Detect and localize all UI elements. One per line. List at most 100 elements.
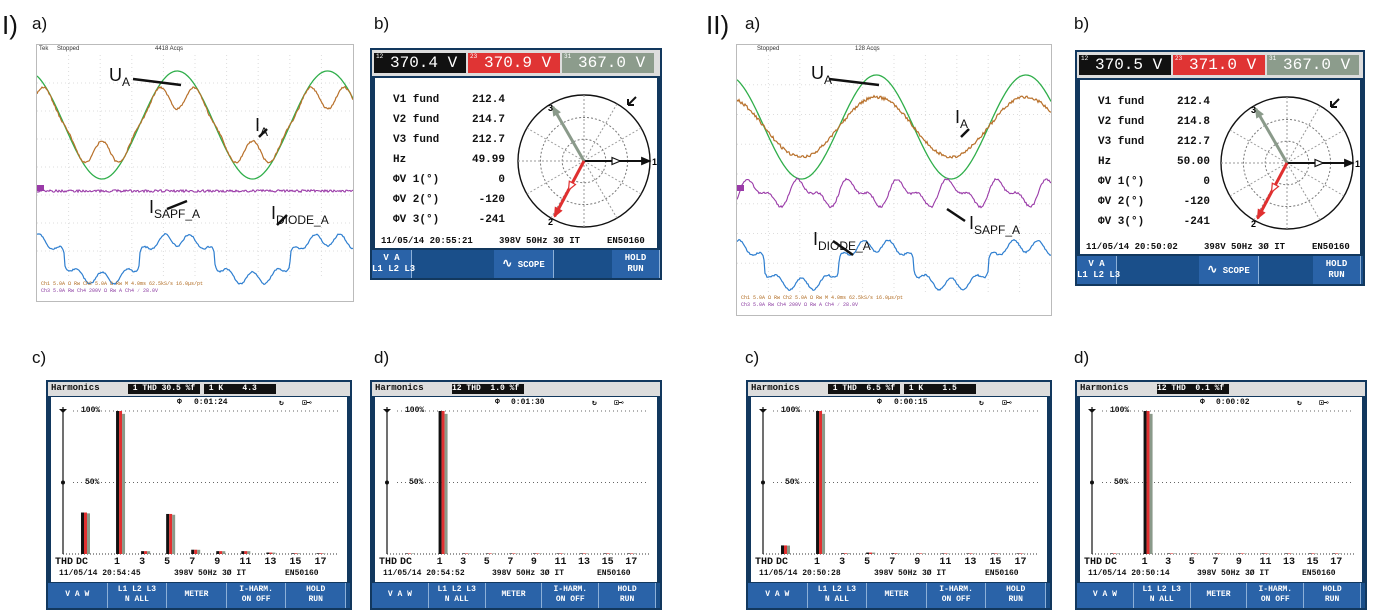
softkey-hold[interactable]: HOLD RUN [986,583,1046,608]
softkey-vaw[interactable]: V A W [372,583,429,608]
harmonic-bar-5-L1 [486,553,489,554]
tick-11: 11 [939,557,951,568]
harmonic-bar-11-L2 [244,551,247,554]
oscilloscope-screen-I: Tek Stopped 4418 Acqs UA IA ISAPF_A IDIO… [36,44,354,302]
harmonic-bar-1-L2 [1147,411,1150,554]
harmonic-bar-5-L1 [1191,553,1194,554]
value-row-value: 50.00 [1172,156,1210,168]
tick-13: 13 [1283,557,1295,568]
softkey-hold[interactable]: HOLD RUN [612,250,660,278]
phasor-i1-head [612,157,620,164]
value-row-value: -120 [1172,196,1210,208]
harmonic-bar-13-L3 [586,553,589,554]
harmonic-bar-11-L2 [559,553,562,554]
softkey-hold[interactable]: HOLD RUN [599,583,656,608]
harmonic-bar-3-L1 [1167,553,1170,554]
softkey-va[interactable]: V A L1 L2 L3 [372,250,412,278]
softkey-iharm[interactable]: I-HARM. ON OFF [1247,583,1304,608]
osc-state: Stopped [57,46,79,52]
softkey-iharm[interactable]: I-HARM. ON OFF [227,583,287,608]
softkey-vaw[interactable]: V A W [1077,583,1134,608]
harmonics-title: Harmonics [375,382,424,394]
phasor-label-3: 3 [1251,105,1256,115]
harmonic-bar-9-L3 [539,553,542,554]
tick-1: 1 [814,557,820,568]
harmonics-config: 398V 50Hz 3Ø IT [492,569,564,578]
percent-100-label: 100% [1110,406,1129,415]
meter-softkeys: V A L1 L2 L3 ∿ SCOPE HOLD RUN [372,250,660,278]
softkey-iharm[interactable]: I-HARM. ON OFF [542,583,599,608]
harmonic-bar-3-L3 [468,553,471,554]
softkey-phase-select[interactable]: L1 L2 L3 N ALL [808,583,868,608]
harmonic-bar-DC-L3 [411,553,414,554]
harmonics-datetime: 11/05/14 20:50:28 [759,569,841,578]
harmonic-bar-13-L2 [269,553,272,554]
harmonic-bar-DC-L3 [1116,553,1119,554]
harmonic-bar-15-L3 [997,553,1000,554]
osc-mode: Tek [39,46,48,52]
phasor-diagram: 1 3 2 [1212,88,1362,238]
softkey-vaw[interactable]: V A W [48,583,108,608]
k-factor-readout: 1 K 4.3 [204,384,276,394]
harmonic-bar-13-L3 [1291,553,1294,554]
harmonics-screen-IId: Harmonics 12 THD 0.1 %f Φ 0:00:02 ↻ ⊡⊸ 100% 50… [1075,380,1367,610]
softkey-vaw[interactable]: V A W [748,583,808,608]
harmonic-bar-9-L1 [1238,553,1241,554]
harmonic-bar-17-L3 [322,553,325,554]
panel-label-IIb: b) [1074,14,1089,34]
harmonic-bar-13-L1 [266,553,269,554]
softkey-meter[interactable]: METER [486,583,543,608]
value-row-value: 214.8 [1172,116,1210,128]
panel-label-Ic: c) [32,348,46,368]
softkey-phase-select[interactable]: L1 L2 L3 N ALL [108,583,168,608]
softkey-phase-select[interactable]: L1 L2 L3 N ALL [1134,583,1191,608]
cursor-marker [59,409,67,413]
softkey-phase-select[interactable]: L1 L2 L3 N ALL [429,583,486,608]
phasor-label-2: 2 [548,217,553,227]
softkey-meter[interactable]: METER [167,583,227,608]
panel-label-IId: d) [1074,348,1089,368]
label-idiode: IDIODE_A [271,203,329,227]
softkey-va[interactable]: V A L1 L2 L3 [1077,256,1117,284]
harmonic-bar-11-L3 [562,553,565,554]
phasor-v3 [1256,109,1287,163]
harmonic-bar-1-L3 [122,414,125,554]
harmonic-bar-13-L2 [969,553,972,554]
osc-acqs: 4418 Acqs [155,46,183,52]
harmonics-plot-area: Φ 0:01:30 ↻ ⊡⊸ 100% 50% THD DC 1 3 5 7 9 11 13 15 17 11/0… [375,397,657,582]
tick-13: 13 [264,557,276,568]
harmonic-bar-13-L2 [583,553,586,554]
thd-readout: 1 THD 30.5 %f [128,384,200,394]
harmonic-bar-7-L1 [1214,553,1217,554]
phasor-v1-head [1345,159,1353,166]
label-ia: IA [255,115,268,139]
softkey-iharm[interactable]: I-HARM. ON OFF [927,583,987,608]
softkey-scope[interactable]: ∿ SCOPE [1199,256,1259,284]
tick-7: 7 [1212,557,1218,568]
harmonic-bar-15-L1 [1309,553,1312,554]
tick-DC: DC [776,557,788,568]
softkey-scope[interactable]: ∿ SCOPE [494,250,554,278]
tick-5: 5 [864,557,870,568]
harmonic-bar-9-L2 [536,553,539,554]
harmonic-bar-9-L1 [533,553,536,554]
softkey-hold[interactable]: HOLD RUN [1304,583,1361,608]
phasor-meter-II: 12 370.5 V 23 371.0 V 31 367.0 V V1 fund 212… [1075,50,1365,286]
cursor-dot [61,481,65,485]
tick-THD: THD [755,557,773,568]
oscilloscope-traces [737,45,1051,315]
value-row-label: V2 fund [1098,116,1144,128]
harmonic-bar-5-L3 [872,553,875,554]
harmonic-bar-7-L2 [894,553,897,554]
label-idiode: IDIODE_A [813,229,871,253]
harmonic-bar-15-L1 [604,553,607,554]
softkey-hold[interactable]: HOLD RUN [286,583,346,608]
softkey-meter[interactable]: METER [1191,583,1248,608]
softkey-meter[interactable]: METER [867,583,927,608]
meter-readout-bar: 12 370.5 V 23 371.0 V 31 367.0 V [1077,52,1363,78]
phasor-i1-head [1315,159,1323,166]
reading-31: 31 367.0 V [1267,55,1359,75]
softkey-hold[interactable]: HOLD RUN [1313,256,1361,284]
harmonic-bar-3-L3 [847,553,850,554]
tick-THD: THD [55,557,73,568]
